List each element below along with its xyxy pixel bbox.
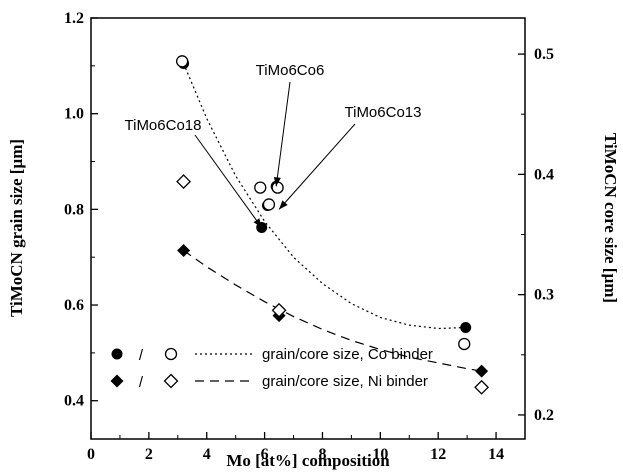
- x-axis-title: Mo [at%] composition: [226, 451, 390, 470]
- plot-frame: [90, 17, 526, 440]
- data-point: [271, 302, 287, 318]
- data-point: [474, 379, 490, 395]
- annotation-label: TiMo6Co18: [125, 117, 202, 134]
- y-tick-label: 0.8: [64, 201, 84, 218]
- x-tick-label: 12: [430, 446, 446, 463]
- x-tick-label: 14: [488, 446, 504, 463]
- legend-label: grain/core size, Ni binder: [262, 373, 428, 390]
- x-tick-label: 6: [261, 446, 269, 463]
- x-tick-label: 2: [145, 446, 153, 463]
- legend-label: grain/core size, Co binder: [262, 346, 433, 363]
- data-point: [458, 337, 471, 351]
- legend-marker: [164, 347, 178, 361]
- legend-separator: /: [139, 374, 144, 391]
- data-points: [175, 55, 490, 395]
- y2-axis-title: TiMoCN core size [µm]: [601, 133, 620, 303]
- data-point: [254, 181, 267, 194]
- fit-curves: [183, 63, 482, 372]
- fit-curve-line: [183, 63, 466, 330]
- x-tick-label: 8: [318, 446, 326, 463]
- data-point: [176, 174, 192, 190]
- annotation-arrowhead: [253, 218, 262, 228]
- annotation-arrow-line: [275, 81, 291, 187]
- y-tick-label: 0.6: [64, 297, 84, 314]
- annotation-arrowhead: [279, 200, 288, 210]
- ticks: 0 2 4 6 8 10 12 14 0.4 0.6 0.8 1.0 1.2 0.2 0.3 0.4 0.5: [64, 10, 554, 463]
- y-tick-label: 1.2: [64, 10, 84, 27]
- y2-tick-label: 0.2: [534, 407, 554, 424]
- annotation-arrow-line: [278, 123, 356, 210]
- y2-tick-label: 0.5: [534, 46, 554, 63]
- data-point: [475, 364, 489, 378]
- y2-tick-label: 0.3: [534, 287, 554, 304]
- annotations: TiMo6Co6 TiMo6Co13 TiMo6Co18: [125, 62, 422, 228]
- fit-curve-line: [183, 250, 482, 372]
- annotation-arrowhead: [273, 177, 281, 187]
- x-tick-label: 10: [372, 446, 388, 463]
- annotation-arrow-line: [194, 134, 263, 228]
- data-point: [177, 244, 191, 258]
- y-axis-title: TiMoCN grain size [µm]: [7, 139, 26, 317]
- x-tick-label: 4: [203, 446, 211, 463]
- y-tick-label: 0.4: [64, 393, 84, 410]
- annotation-label: TiMo6Co13: [345, 104, 422, 121]
- x-tick-label: 0: [87, 446, 95, 463]
- legend-marker: [163, 373, 179, 389]
- y2-tick-label: 0.4: [534, 166, 554, 183]
- data-point: [262, 198, 276, 211]
- legend-marker: [110, 374, 124, 388]
- legend-marker: [111, 348, 123, 360]
- annotation-label: TiMo6Co6: [256, 62, 325, 79]
- legend: / grain/core size, Co binder / grain/core s…: [110, 346, 433, 391]
- y-tick-label: 1.0: [64, 106, 84, 123]
- data-point: [460, 322, 472, 334]
- data-point: [175, 55, 189, 68]
- legend-separator: /: [139, 347, 144, 364]
